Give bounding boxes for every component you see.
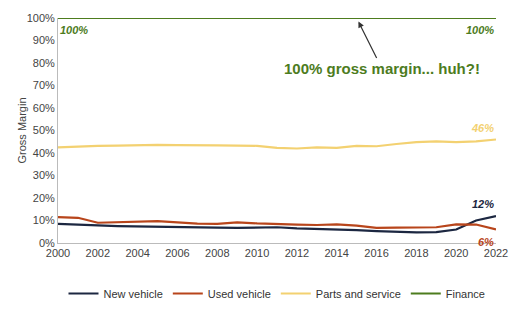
svg-text:20%: 20% bbox=[33, 192, 55, 204]
svg-text:2014: 2014 bbox=[324, 247, 348, 259]
svg-text:2000: 2000 bbox=[46, 247, 70, 259]
svg-text:2020: 2020 bbox=[444, 247, 468, 259]
svg-text:2018: 2018 bbox=[404, 247, 428, 259]
svg-text:2010: 2010 bbox=[245, 247, 269, 259]
svg-text:90%: 90% bbox=[33, 34, 55, 46]
svg-text:70%: 70% bbox=[33, 79, 55, 91]
svg-text:New vehicle: New vehicle bbox=[104, 288, 163, 300]
svg-text:Used vehicle: Used vehicle bbox=[208, 288, 271, 300]
svg-text:Finance: Finance bbox=[446, 288, 485, 300]
svg-text:6%: 6% bbox=[478, 236, 494, 248]
svg-text:2016: 2016 bbox=[364, 247, 388, 259]
svg-text:100%: 100% bbox=[466, 24, 494, 36]
svg-text:100%: 100% bbox=[60, 24, 88, 36]
svg-text:40%: 40% bbox=[33, 147, 55, 159]
svg-text:Parts and service: Parts and service bbox=[316, 288, 401, 300]
svg-text:Gross Margin: Gross Margin bbox=[16, 97, 28, 163]
svg-text:2012: 2012 bbox=[285, 247, 309, 259]
svg-text:2002: 2002 bbox=[86, 247, 110, 259]
svg-text:10%: 10% bbox=[33, 214, 55, 226]
svg-text:2022: 2022 bbox=[484, 247, 508, 259]
svg-text:60%: 60% bbox=[33, 102, 55, 114]
svg-text:2004: 2004 bbox=[125, 247, 149, 259]
svg-text:0%: 0% bbox=[39, 237, 55, 249]
svg-text:46%: 46% bbox=[471, 122, 494, 134]
svg-text:100%: 100% bbox=[27, 12, 55, 24]
svg-text:2006: 2006 bbox=[165, 247, 189, 259]
svg-text:50%: 50% bbox=[33, 124, 55, 136]
svg-text:12%: 12% bbox=[472, 198, 494, 210]
svg-text:2008: 2008 bbox=[205, 247, 229, 259]
svg-text:100% gross margin... huh?!: 100% gross margin... huh?! bbox=[284, 60, 480, 77]
svg-text:30%: 30% bbox=[33, 169, 55, 181]
svg-text:80%: 80% bbox=[33, 57, 55, 69]
